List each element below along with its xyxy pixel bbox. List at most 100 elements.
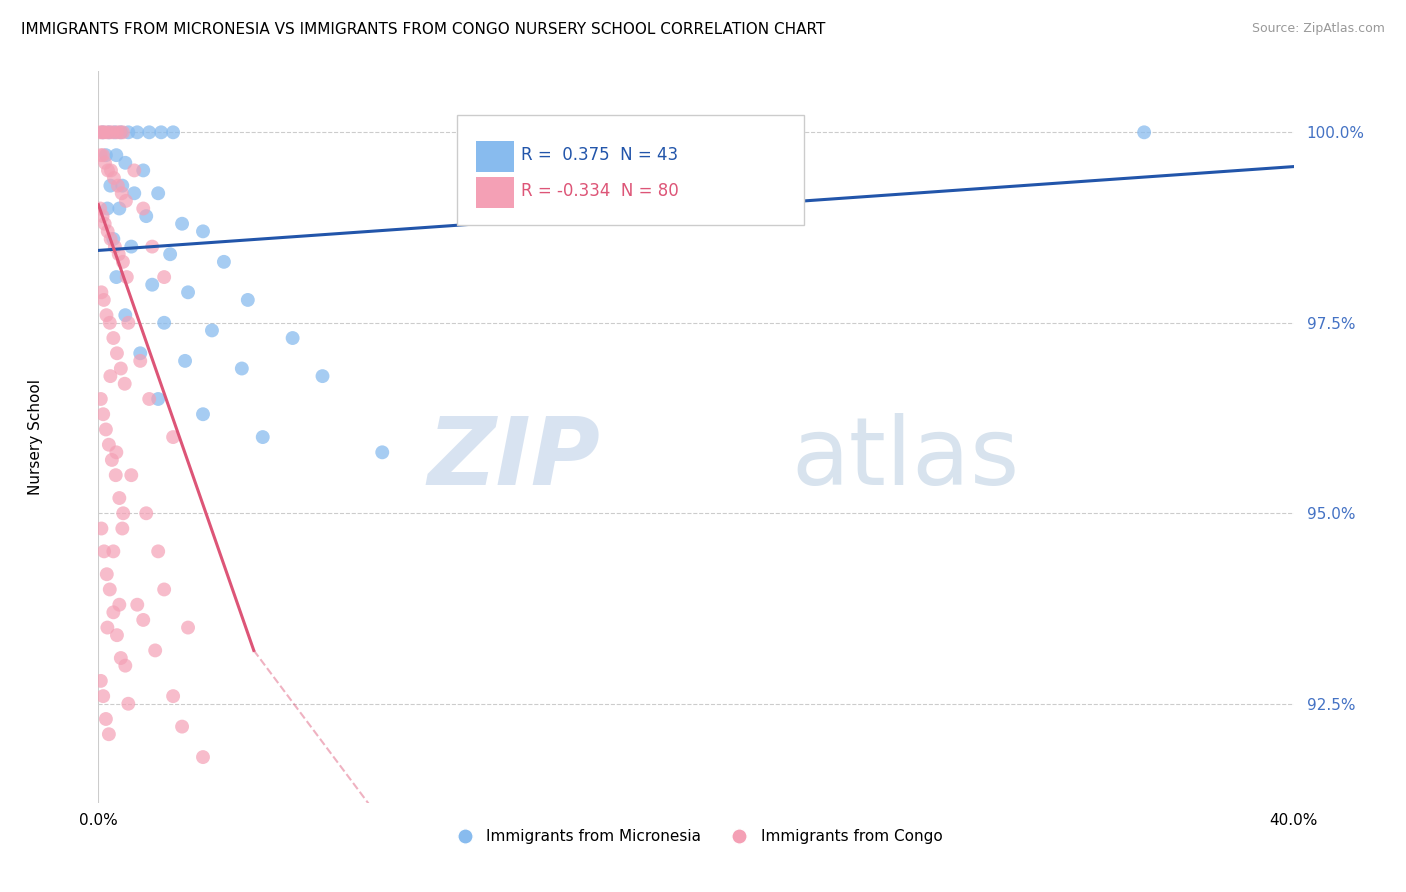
Point: [111, 522, 134, 536]
Point: [117, 697, 139, 711]
Point: [371, 445, 394, 459]
Point: [132, 613, 155, 627]
Text: Source: ZipAtlas.com: Source: ZipAtlas.com: [1251, 22, 1385, 36]
Text: IMMIGRANTS FROM MICRONESIA VS IMMIGRANTS FROM CONGO NURSERY SCHOOL CORRELATION C: IMMIGRANTS FROM MICRONESIA VS IMMIGRANTS…: [21, 22, 825, 37]
Point: [96, 202, 118, 216]
Point: [90, 522, 112, 536]
Point: [124, 186, 146, 201]
Point: [91, 209, 114, 223]
Point: [98, 369, 122, 384]
Point: [104, 125, 127, 139]
Point: [141, 277, 163, 292]
Point: [103, 331, 125, 345]
Point: [138, 125, 160, 139]
Point: [212, 255, 235, 269]
Point: [97, 163, 120, 178]
Point: [177, 621, 200, 635]
Point: [89, 125, 111, 139]
Point: [132, 202, 155, 216]
Point: [127, 598, 149, 612]
Point: [104, 468, 127, 483]
Point: [96, 125, 118, 139]
Point: [105, 628, 128, 642]
Point: [236, 293, 259, 307]
Point: [111, 255, 134, 269]
Point: [98, 125, 121, 139]
Point: [90, 148, 112, 162]
Point: [108, 598, 131, 612]
Point: [110, 361, 132, 376]
Point: [91, 125, 114, 139]
Point: [90, 673, 112, 688]
Point: [96, 567, 118, 582]
Point: [94, 422, 117, 436]
Point: [191, 224, 214, 238]
FancyBboxPatch shape: [457, 115, 804, 225]
Text: atlas: atlas: [792, 413, 1019, 505]
Point: [117, 316, 139, 330]
Point: [103, 605, 125, 619]
Point: [91, 125, 114, 139]
Point: [135, 506, 157, 520]
Point: [281, 331, 304, 345]
Point: [93, 293, 115, 307]
Point: [105, 445, 128, 459]
Point: [90, 285, 112, 300]
Point: [148, 186, 170, 201]
Point: [93, 125, 115, 139]
Point: [94, 148, 117, 162]
FancyBboxPatch shape: [477, 178, 515, 208]
Point: [129, 354, 152, 368]
Point: [143, 643, 166, 657]
Point: [177, 285, 200, 300]
Point: [101, 125, 124, 139]
Point: [114, 658, 136, 673]
Point: [90, 392, 112, 406]
Point: [115, 270, 138, 285]
Point: [100, 232, 122, 246]
Point: [91, 689, 114, 703]
FancyBboxPatch shape: [477, 141, 515, 171]
Point: [103, 171, 125, 186]
Point: [135, 209, 157, 223]
Point: [104, 239, 127, 253]
Point: [91, 148, 114, 162]
Text: ZIP: ZIP: [427, 413, 600, 505]
Point: [108, 491, 131, 505]
Point: [172, 720, 194, 734]
Point: [111, 178, 134, 193]
Point: [191, 750, 214, 764]
Point: [129, 346, 152, 360]
Point: [162, 430, 184, 444]
Point: [162, 125, 184, 139]
Point: [111, 186, 134, 201]
Point: [93, 544, 115, 558]
Point: [153, 316, 176, 330]
Point: [153, 582, 176, 597]
Point: [114, 155, 136, 169]
Point: [120, 239, 142, 253]
Point: [153, 270, 176, 285]
Point: [162, 689, 184, 703]
Point: [97, 224, 120, 238]
Point: [105, 346, 128, 360]
Point: [103, 544, 125, 558]
Point: [148, 392, 170, 406]
Point: [107, 178, 129, 193]
Point: [98, 316, 121, 330]
Point: [111, 125, 134, 139]
Point: [93, 217, 115, 231]
Y-axis label: Nursery School: Nursery School: [28, 379, 42, 495]
Point: [97, 438, 120, 452]
Point: [114, 376, 136, 391]
Point: [201, 323, 224, 337]
Point: [100, 163, 122, 178]
Point: [1133, 125, 1156, 139]
Point: [191, 407, 214, 421]
Point: [150, 125, 173, 139]
Point: [124, 163, 146, 178]
Point: [252, 430, 274, 444]
Point: [114, 308, 136, 322]
Point: [94, 155, 117, 169]
Point: [97, 125, 120, 139]
